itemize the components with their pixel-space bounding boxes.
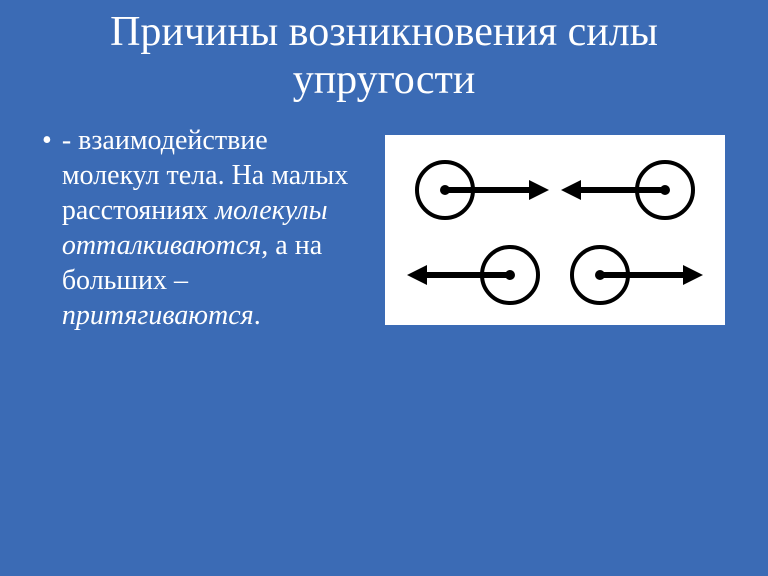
arrowhead-icon [407,265,427,285]
bullet-text: - взаимодействие молекул тела. На малых … [62,123,354,333]
molecules-diagram [385,135,725,325]
image-column [366,123,744,325]
text-part-5: . [254,300,261,331]
arrowhead-icon [683,265,703,285]
text-column: • - взаимодействие молекул тела. На малы… [24,123,354,333]
bullet-marker: • [42,123,52,158]
arrowhead-icon [529,180,549,200]
slide: Причины возникновения силы упругости • -… [0,0,768,576]
content-row: • - взаимодействие молекул тела. На малы… [24,123,744,333]
arrowhead-icon [561,180,581,200]
slide-title: Причины возникновения силы упругости [24,8,744,105]
text-part-4-italic: притягиваются [62,300,254,331]
bullet-item: • - взаимодействие молекул тела. На малы… [42,123,354,333]
